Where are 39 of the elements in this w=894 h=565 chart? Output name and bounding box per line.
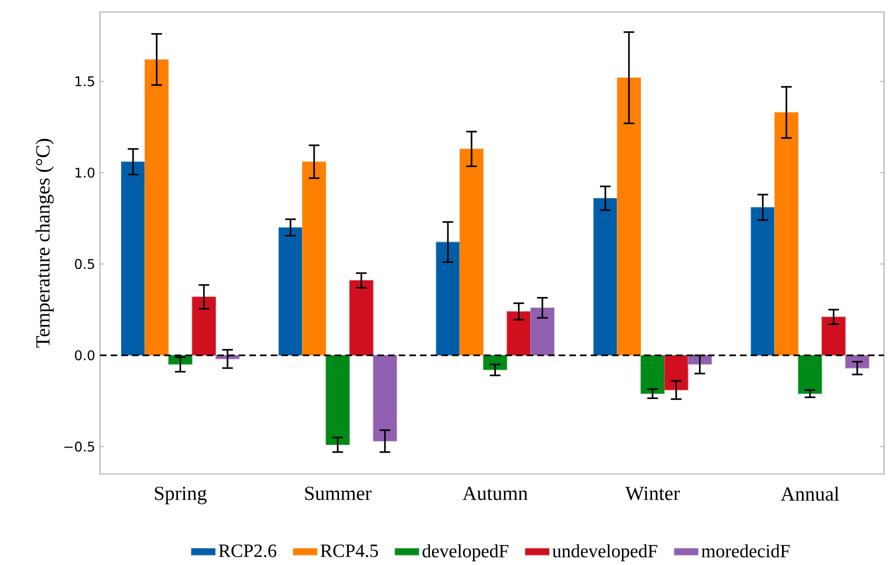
bar	[120, 162, 146, 356]
bar	[593, 198, 618, 356]
bar	[436, 242, 460, 356]
bar	[459, 148, 484, 356]
legend-label: undevelopedF	[552, 544, 658, 562]
bar	[530, 308, 554, 356]
bar	[506, 311, 531, 356]
bar	[750, 207, 775, 356]
bar	[192, 296, 216, 356]
y-axis-title: Temperature changes (°C)	[36, 139, 54, 348]
x-tick-label: Annual	[780, 486, 840, 501]
bar	[349, 280, 374, 356]
legend-label: moredecidF	[702, 544, 790, 558]
bar	[664, 355, 688, 390]
bar	[688, 355, 712, 365]
bar	[278, 227, 303, 356]
y-tick-label: 0.0	[74, 350, 94, 361]
bar	[845, 355, 870, 369]
bar	[822, 316, 846, 356]
bar	[483, 355, 508, 370]
bar	[798, 355, 822, 394]
y-tick-label: 0.5	[74, 259, 94, 270]
legend-label: RCP2.6	[218, 544, 276, 558]
y-tick-label: 1.5	[76, 76, 94, 87]
x-tick-label: Autumn	[462, 486, 528, 500]
bar	[640, 355, 665, 394]
legend-label: developedF	[422, 544, 508, 562]
bar	[144, 59, 169, 356]
y-tick-label: 1.0	[76, 168, 94, 178]
bar	[774, 112, 798, 356]
legend-label: RCP4.5	[320, 544, 378, 558]
bar	[616, 78, 642, 356]
bar	[302, 162, 326, 356]
bar	[326, 355, 350, 446]
x-tick-label: Spring	[154, 486, 207, 504]
x-tick-label: Summer	[305, 486, 372, 500]
x-tick-label: Winter	[625, 486, 680, 500]
bar	[372, 355, 398, 442]
y-tick-label: −0.5	[64, 442, 94, 452]
